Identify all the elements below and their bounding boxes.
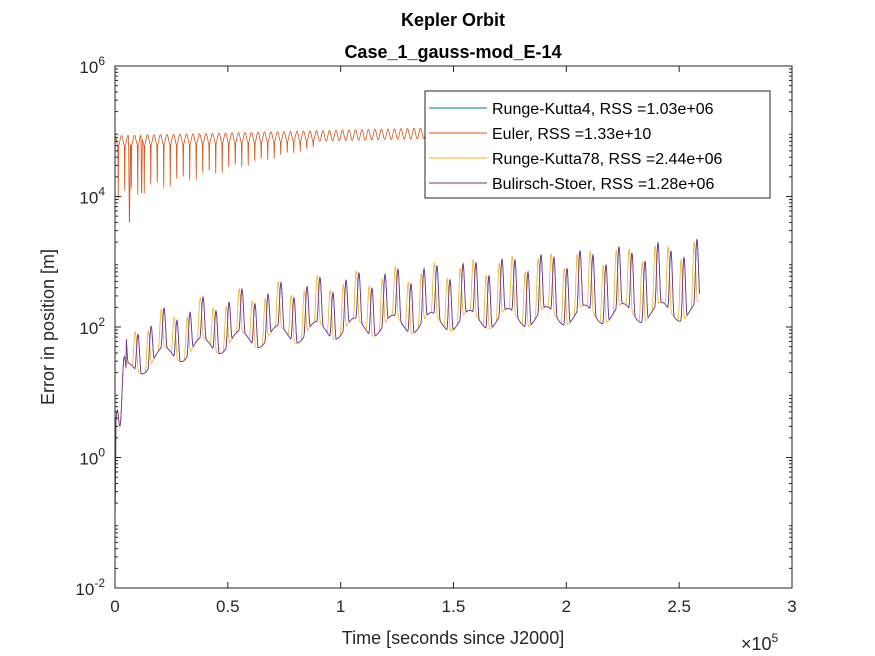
svg-text:×105: ×105 [741,631,779,654]
y-tick-base: 10 [79,450,98,469]
y-tick-label: 104 [79,185,105,208]
y-tick-base: 10 [79,58,98,77]
x-tick-label: 0.5 [216,597,240,616]
y-tick-base: 10 [79,189,98,208]
y-tick-label: 10-2 [75,576,105,599]
x-tick-label: 3 [787,597,796,616]
series-line-1 [115,127,443,223]
x-tick-label: 1 [336,597,345,616]
series-line-2 [115,242,700,523]
y-tick-label: 100 [79,446,105,469]
series-layer [115,127,700,523]
x-tick-label: 2.5 [667,597,691,616]
y-tick-exp: 4 [98,185,105,199]
x-multiplier-base: 10 [752,634,772,654]
legend-box [424,90,771,199]
legend: Runge-Kutta4, RSS =1.03e+06 Euler, RSS =1… [424,90,771,199]
x-tick-label: 2 [562,597,571,616]
y-tick-label: 106 [79,54,105,77]
y-tick-exp: 0 [98,446,105,460]
chart-subtitle: Case_1_gauss-mod_E-14 [344,42,561,62]
legend-entry: Euler, RSS =1.33e+10 [492,126,651,143]
legend-entry: Bulirsch-Stoer, RSS =1.28e+06 [492,176,714,193]
y-tick-exp: 2 [98,315,105,329]
y-tick-exp: 6 [98,54,105,68]
chart-title: Kepler Orbit [401,10,505,30]
series-line-3 [115,238,700,523]
y-axis-label: Error in position [m] [38,249,58,405]
y-tick-base: 10 [75,580,94,599]
y-tick-label: 102 [79,315,105,338]
x-tick-label: 0 [110,597,119,616]
x-axis-label: Time [seconds since J2000] [342,628,564,648]
y-tick-exp: -2 [94,576,105,590]
x-tick-label: 1.5 [442,597,466,616]
legend-entry: Runge-Kutta4, RSS =1.03e+06 [492,101,714,118]
x-multiplier-exp: 5 [772,631,779,645]
x-axis-multiplier: ×105 [741,631,779,654]
legend-entry: Runge-Kutta78, RSS =2.44e+06 [492,151,722,168]
y-tick-base: 10 [79,319,98,338]
